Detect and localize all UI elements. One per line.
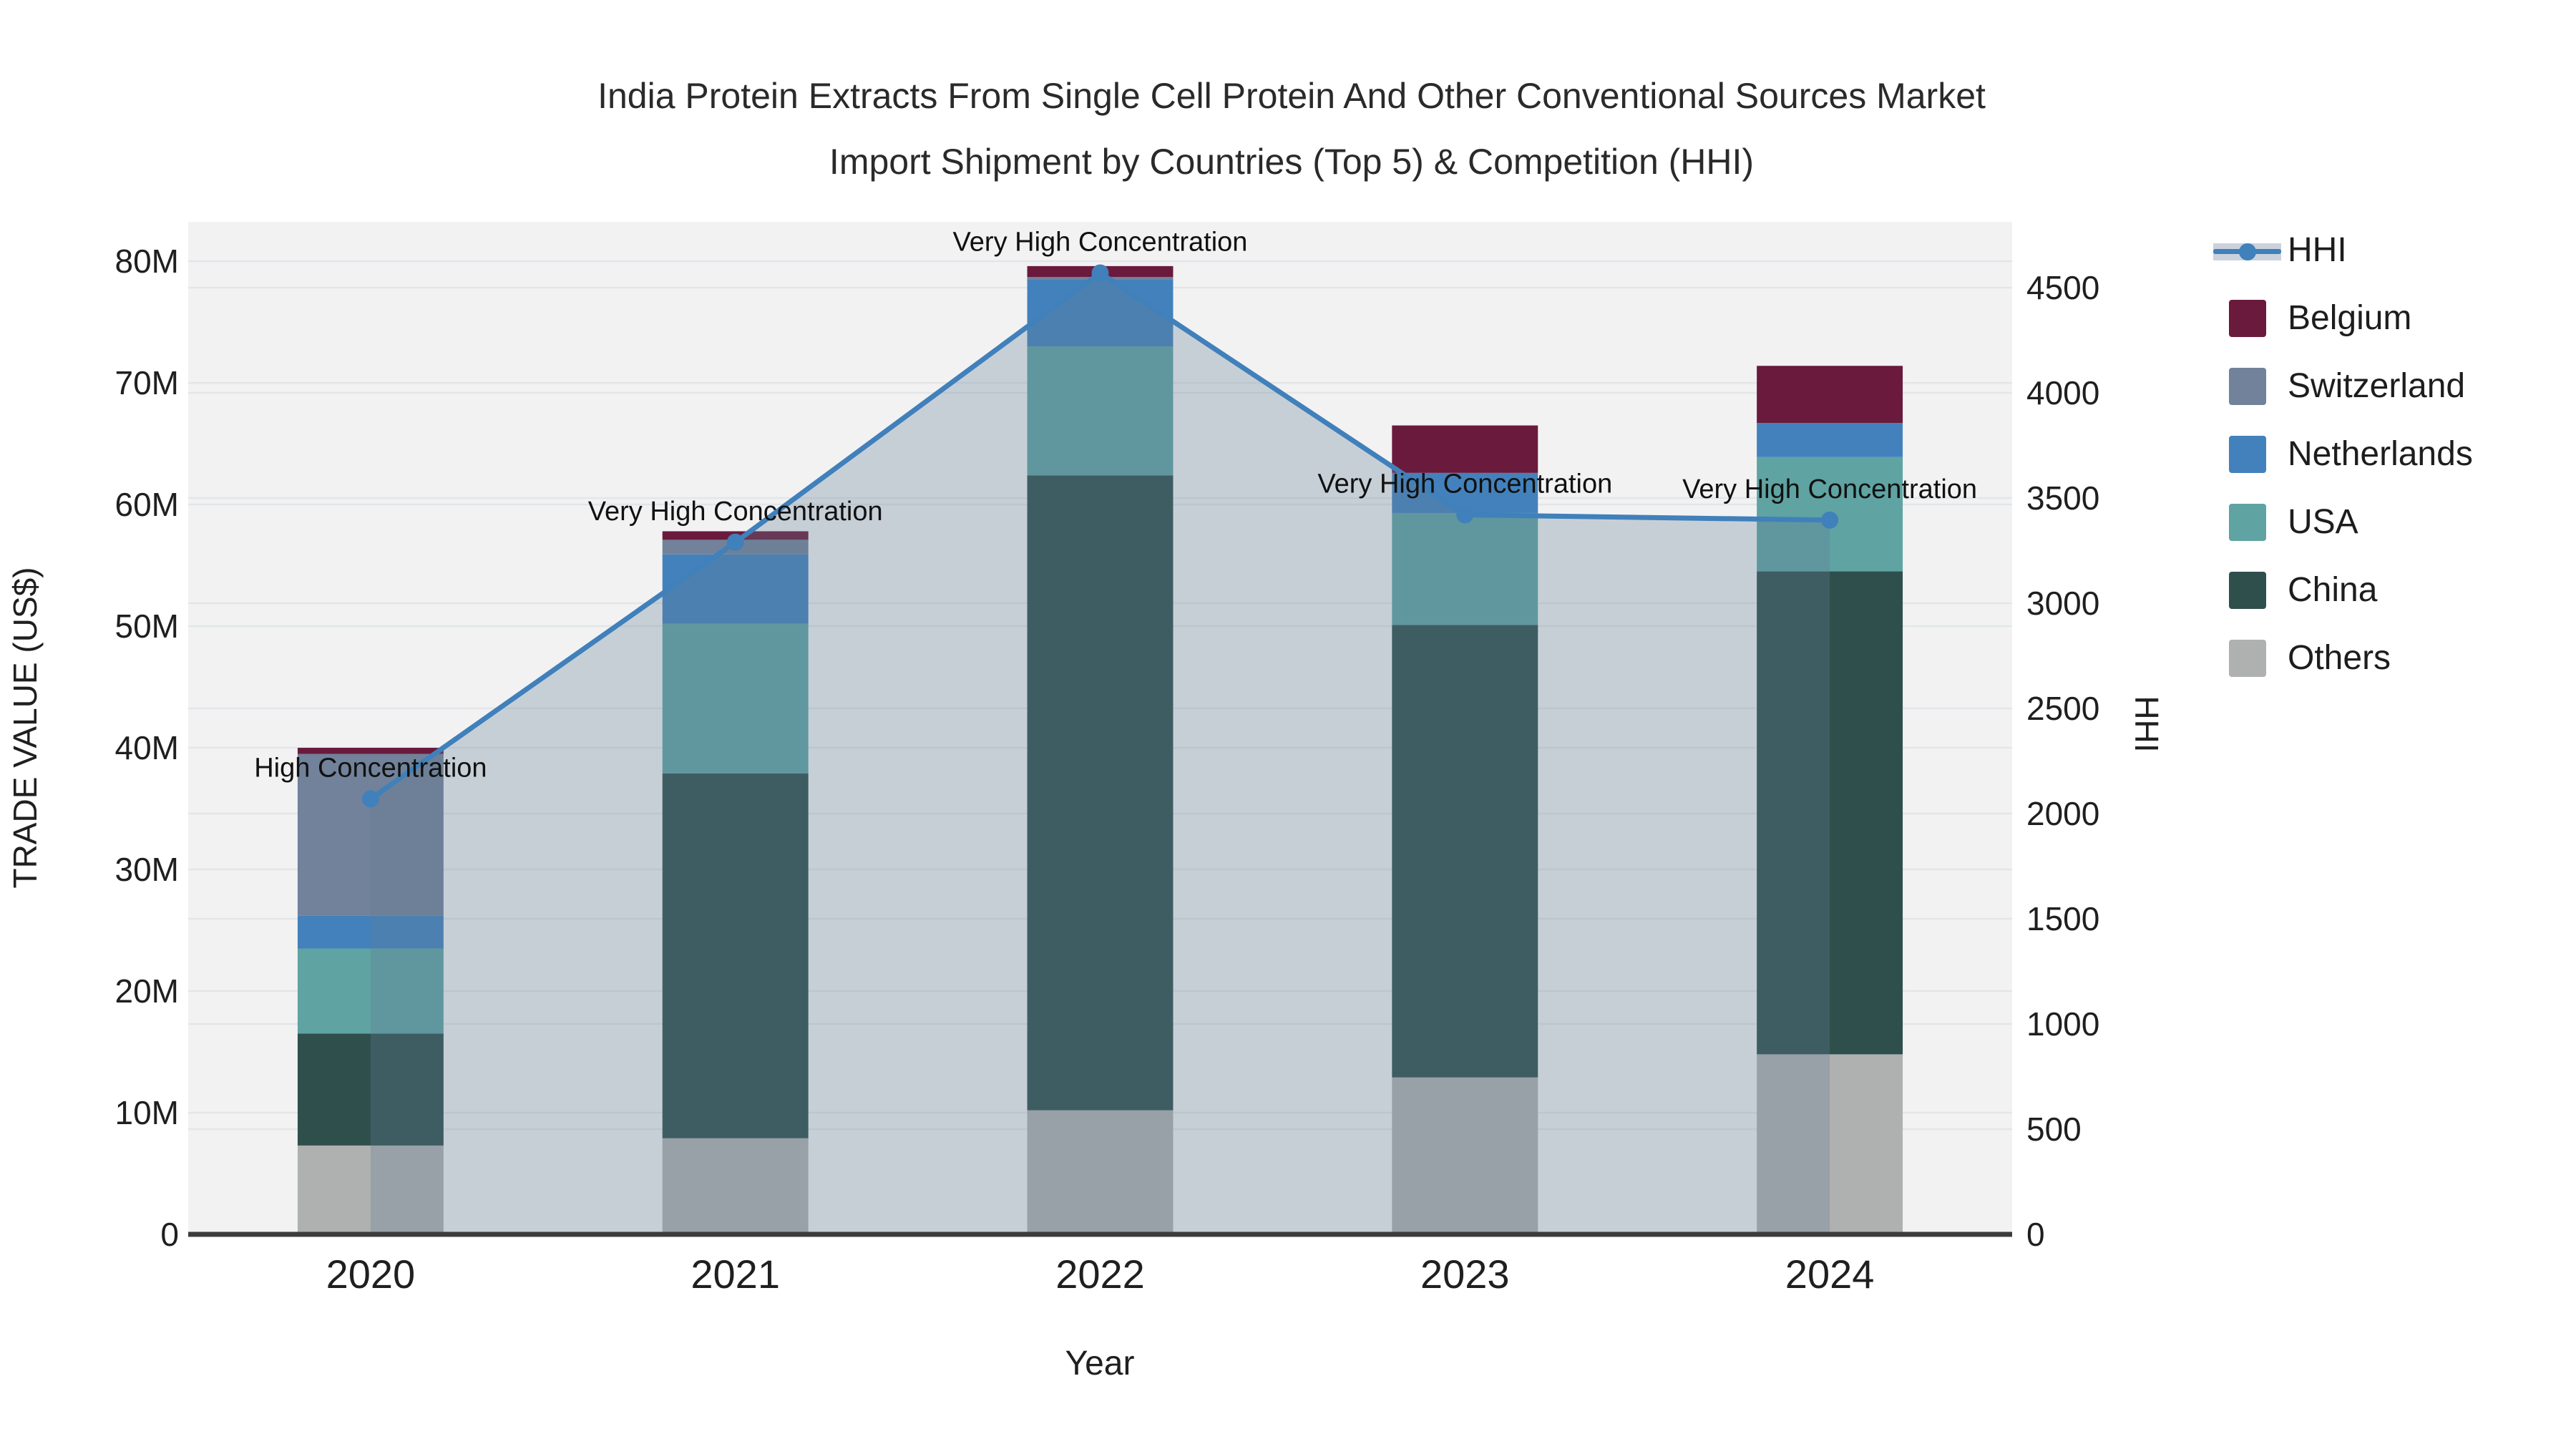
y-right-tick-4000: 4000 xyxy=(2026,374,2100,412)
y-left-tick-10M: 10M xyxy=(114,1094,179,1131)
hhi-line-swatch-icon xyxy=(2213,232,2281,269)
y-left-tick-60M: 60M xyxy=(114,486,179,524)
y-right-tick-0: 0 xyxy=(2026,1216,2045,1253)
legend-item-switzerland[interactable]: Switzerland xyxy=(2207,352,2473,420)
legend: HHI Belgium Switzerland Netherlands USA China… xyxy=(2207,216,2473,692)
legend-swatch-icon xyxy=(2229,435,2266,473)
annotation-2023: Very High Concentration xyxy=(1317,469,1612,499)
chart-title-line-1: India Protein Extracts From Single Cell … xyxy=(597,76,1986,116)
bar-segment-2022-others xyxy=(1027,1110,1174,1234)
bar-segment-2020-belgium xyxy=(297,748,444,754)
hhi-marker-2024 xyxy=(1821,511,1839,529)
hhi-marker-2023 xyxy=(1456,506,1474,524)
bar-segment-2023-others xyxy=(1392,1077,1538,1234)
y-right-tick-2000: 2000 xyxy=(2026,795,2100,832)
legend-label: China xyxy=(2288,571,2378,609)
bar-segment-2024-belgium xyxy=(1757,366,1903,424)
legend-label: Switzerland xyxy=(2288,367,2466,405)
bar-segment-2023-belgium xyxy=(1392,425,1538,473)
hhi-area-fill xyxy=(370,273,1830,1234)
y-right-tick-4500: 4500 xyxy=(2026,269,2100,307)
y-left-tick-40M: 40M xyxy=(114,729,179,767)
chart-title: India Protein Extracts From Single Cell … xyxy=(372,63,2211,195)
hhi-marker-2020 xyxy=(361,790,379,808)
bar-segment-2021-netherlands xyxy=(662,554,809,624)
y-right-tick-3500: 3500 xyxy=(2026,479,2100,517)
y-left-tick-0: 0 xyxy=(160,1216,179,1253)
bar-segment-2023-china xyxy=(1392,625,1538,1078)
y-right-tick-1000: 1000 xyxy=(2026,1005,2100,1043)
chart-title-line-2: Import Shipment by Countries (Top 5) & C… xyxy=(829,142,1755,182)
x-tick-2020: 2020 xyxy=(326,1252,416,1297)
y-right-tick-3000: 3000 xyxy=(2026,585,2100,622)
bar-segment-2020-netherlands xyxy=(297,915,444,949)
x-axis-title: Year xyxy=(1065,1345,1135,1382)
bar-segment-2022-usa xyxy=(1027,346,1174,476)
plot-area: High Concentration Very High Concentratio… xyxy=(188,222,2012,1237)
bar-segment-2021-usa xyxy=(662,623,809,774)
bar-segment-2020-china xyxy=(297,1033,444,1146)
plot-canvas: High Concentration Very High Concentratio… xyxy=(188,227,2012,1237)
bar-segment-2024-china xyxy=(1757,571,1903,1055)
legend-label: Netherlands xyxy=(2288,435,2473,473)
legend-label: USA xyxy=(2288,503,2358,541)
legend-swatch-icon xyxy=(2229,299,2266,337)
legend-item-netherlands[interactable]: Netherlands xyxy=(2207,420,2473,488)
hhi-marker-2021 xyxy=(726,533,744,551)
y-axis-title-right: HHI xyxy=(2128,696,2165,753)
legend-label: HHI xyxy=(2288,231,2347,269)
y-left-tick-50M: 50M xyxy=(114,608,179,645)
bar-segment-2020-switzerland xyxy=(297,753,444,916)
x-tick-2022: 2022 xyxy=(1055,1252,1145,1297)
legend-item-belgium[interactable]: Belgium xyxy=(2207,284,2473,352)
bar-segment-2022-netherlands xyxy=(1027,279,1174,347)
legend-label: Others xyxy=(2288,639,2391,677)
annotation-2021: Very High Concentration xyxy=(588,497,883,527)
y-axis-title-left: TRADE VALUE (US$) xyxy=(6,567,44,889)
bar-segment-2020-usa xyxy=(297,948,444,1034)
y-right-tick-500: 500 xyxy=(2026,1111,2082,1148)
legend-label: Belgium xyxy=(2288,299,2412,337)
y-left-tick-70M: 70M xyxy=(114,364,179,402)
y-left-tick-80M: 80M xyxy=(114,243,179,280)
x-tick-2024: 2024 xyxy=(1785,1252,1875,1297)
bar-segment-2021-china xyxy=(662,773,809,1138)
y-right-tick-2500: 2500 xyxy=(2026,690,2100,727)
hhi-marker-2022 xyxy=(1091,264,1109,282)
y-left-tick-30M: 30M xyxy=(114,851,179,889)
bar-segment-2021-others xyxy=(662,1138,809,1234)
y-right-tick-1500: 1500 xyxy=(2026,900,2100,937)
legend-item-hhi[interactable]: HHI xyxy=(2207,216,2473,284)
legend-swatch-icon xyxy=(2229,639,2266,677)
legend-item-china[interactable]: China xyxy=(2207,556,2473,624)
legend-item-others[interactable]: Others xyxy=(2207,624,2473,692)
bar-segment-2024-netherlands xyxy=(1757,423,1903,457)
annotation-2020: High Concentration xyxy=(254,753,487,783)
annotation-2022: Very High Concentration xyxy=(953,227,1248,257)
legend-swatch-icon xyxy=(2229,503,2266,541)
legend-item-usa[interactable]: USA xyxy=(2207,488,2473,556)
bar-segment-2024-others xyxy=(1757,1054,1903,1234)
bar-segment-2023-usa xyxy=(1392,512,1538,625)
legend-swatch-icon xyxy=(2229,367,2266,405)
x-tick-2021: 2021 xyxy=(691,1252,780,1297)
x-tick-2023: 2023 xyxy=(1420,1252,1510,1297)
legend-swatch-icon xyxy=(2229,571,2266,609)
bar-segment-2020-others xyxy=(297,1145,444,1234)
y-left-tick-20M: 20M xyxy=(114,972,179,1010)
annotation-2024: Very High Concentration xyxy=(1682,474,1977,504)
bar-segment-2022-china xyxy=(1027,475,1174,1111)
